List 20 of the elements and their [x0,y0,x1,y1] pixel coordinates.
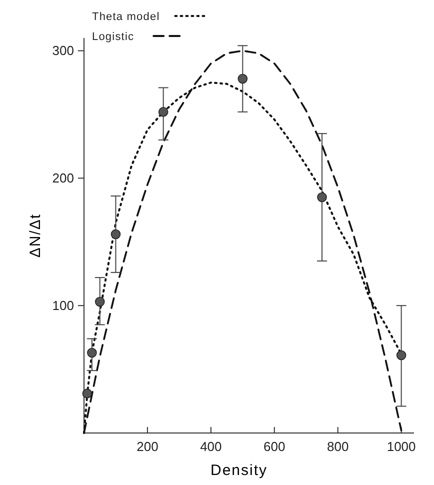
point [87,348,97,358]
legend-label: Logistic [92,31,134,43]
y-tick-label: 200 [52,170,74,186]
point [158,107,168,117]
x-tick-label: 200 [136,439,158,454]
point [110,229,121,240]
point [82,388,92,398]
x-tick-label: 800 [326,439,349,454]
y-tick-label: 100 [52,298,74,314]
y-tick-label: 300 [52,43,74,58]
x-tick-label: 400 [200,439,222,454]
x-axis-title: Density [210,462,268,479]
point [396,350,406,360]
point [238,74,248,84]
point [94,296,105,307]
x-tick-label: 600 [264,439,286,454]
legend-label: Theta model [92,11,160,23]
point [317,192,327,202]
x-tick-label: 1000 [386,439,416,454]
y-axis-title: ΔN/Δt [27,213,44,258]
